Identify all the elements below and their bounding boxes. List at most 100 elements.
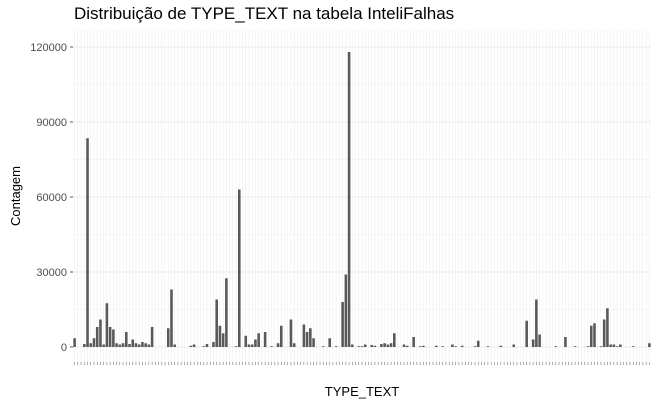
bar — [631, 346, 635, 347]
bar — [321, 346, 325, 347]
bar — [476, 340, 480, 347]
bar — [573, 346, 577, 347]
bar — [234, 346, 238, 347]
x-axis-ticks — [74, 362, 650, 365]
bar — [422, 345, 425, 347]
bar — [276, 343, 280, 347]
bar — [166, 328, 170, 347]
bar — [357, 346, 361, 347]
y-axis-ticks: 0 30000 60000 90000 120000 — [30, 42, 73, 354]
bar — [564, 337, 567, 347]
bar — [383, 343, 386, 347]
bar — [351, 344, 354, 347]
bar — [386, 344, 390, 347]
y-axis-title: Contagem — [8, 166, 23, 226]
y-tick-label: 60000 — [36, 192, 67, 204]
bar — [525, 320, 528, 347]
y-tick-label: 120000 — [30, 42, 67, 54]
bar — [454, 346, 457, 347]
bar — [389, 343, 393, 347]
bar — [602, 319, 606, 347]
bar — [257, 333, 260, 347]
bar — [619, 344, 622, 347]
bar — [402, 344, 406, 347]
bar — [418, 346, 422, 347]
bar — [118, 344, 122, 347]
bar — [586, 346, 590, 347]
bar — [170, 289, 173, 347]
bar — [363, 344, 367, 347]
bar — [370, 345, 373, 347]
bar — [221, 333, 225, 347]
bar — [254, 339, 257, 347]
bar — [244, 335, 248, 347]
bar — [305, 332, 309, 347]
bar — [202, 346, 206, 347]
bar — [302, 324, 306, 347]
bar — [121, 343, 125, 347]
bar — [441, 346, 445, 347]
bar — [83, 344, 86, 347]
bar — [538, 334, 541, 347]
bar — [247, 344, 251, 347]
bar — [250, 344, 254, 347]
bar — [347, 52, 351, 347]
bar — [606, 308, 609, 347]
bars — [73, 52, 651, 347]
bar — [334, 346, 338, 347]
bar — [150, 327, 154, 347]
bar — [648, 343, 651, 347]
bar — [412, 337, 415, 347]
bar — [554, 346, 558, 347]
chart-title: Distribuição de TYPE_TEXT na tabela Inte… — [74, 4, 455, 23]
bar — [460, 345, 464, 347]
bar — [212, 342, 215, 347]
bar — [99, 319, 102, 347]
bar — [108, 327, 112, 347]
bar — [115, 343, 118, 347]
bar — [593, 323, 596, 347]
bar — [612, 344, 616, 347]
bar — [141, 342, 144, 347]
bar — [434, 345, 438, 347]
bar — [95, 327, 99, 347]
bar — [344, 274, 348, 347]
bar — [270, 346, 273, 347]
bar — [609, 344, 612, 347]
bar — [105, 303, 109, 347]
bar — [535, 299, 538, 347]
y-tick-label: 0 — [61, 342, 67, 354]
bar — [589, 325, 593, 347]
bar — [328, 338, 331, 347]
bar — [292, 343, 296, 347]
bar — [373, 345, 377, 347]
bar — [599, 346, 603, 347]
bar — [137, 344, 141, 347]
bar — [486, 346, 490, 347]
bar — [134, 343, 138, 347]
bar — [531, 339, 535, 347]
x-axis-title: TYPE_TEXT — [325, 384, 399, 399]
bar — [360, 346, 364, 347]
bar — [173, 344, 176, 347]
bar — [128, 344, 131, 347]
bar — [451, 344, 454, 347]
bar — [341, 302, 344, 347]
bar — [189, 345, 193, 347]
y-tick-label: 30000 — [36, 267, 67, 279]
bar — [73, 338, 76, 347]
bar — [473, 346, 477, 347]
bar — [205, 344, 209, 347]
bar — [279, 325, 283, 347]
bar — [147, 344, 151, 347]
bar — [218, 325, 222, 347]
bar — [86, 138, 89, 347]
bar — [124, 332, 128, 347]
bar — [238, 189, 241, 347]
bar — [380, 344, 383, 347]
bar — [289, 319, 293, 347]
bar — [499, 345, 503, 347]
y-tick-label: 90000 — [36, 117, 67, 129]
bar — [89, 343, 93, 347]
